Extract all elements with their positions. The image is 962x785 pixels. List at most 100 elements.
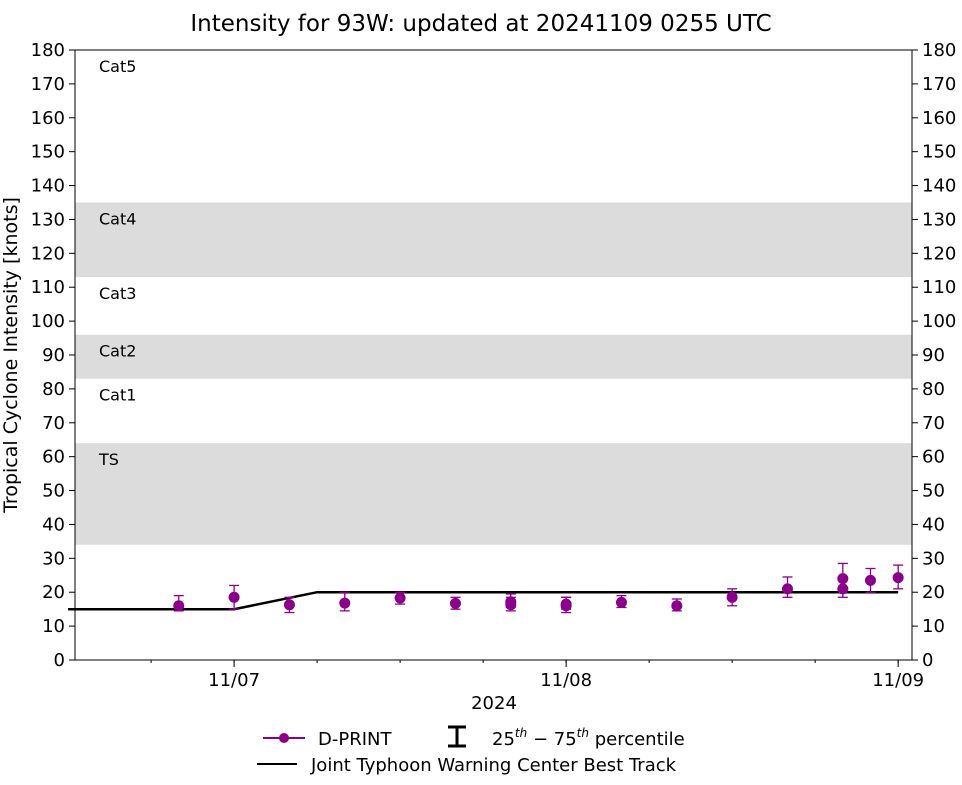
- y-tick-label-left: 20: [42, 582, 65, 603]
- dprint-marker: [228, 591, 240, 603]
- jtwc-best-track: [68, 590, 899, 611]
- dprint-point: [173, 594, 185, 612]
- y-tick-label-left: 90: [42, 345, 65, 366]
- y-axis-label: Tropical Cyclone Intensity [knots]: [0, 197, 22, 514]
- dprint-point: [449, 596, 461, 610]
- dprint-point: [228, 584, 240, 610]
- dprint-point: [892, 564, 904, 590]
- band-ts: [75, 443, 912, 545]
- dprint-marker: [283, 599, 295, 611]
- y-tick-label-left: 170: [31, 74, 65, 95]
- y-tick-label-left: 70: [42, 413, 65, 434]
- y-tick-label-right: 80: [922, 379, 945, 400]
- legend-percentile-label: 25th − 75th percentile: [492, 726, 685, 750]
- y-tick-label-left: 130: [31, 209, 65, 230]
- dprint-marker: [505, 599, 517, 611]
- band-label-cat1: Cat1: [99, 386, 136, 405]
- plot-area: TS Cat1 Cat2 Cat3 Cat4 Cat5: [68, 49, 913, 661]
- band-cat2: [75, 334, 912, 379]
- y-tick-label-right: 150: [922, 142, 956, 163]
- y-tick-label-right: 90: [922, 345, 945, 366]
- y-tick-label-left: 60: [42, 447, 65, 468]
- x-tick-label: 11/07: [208, 670, 260, 691]
- y-tick-label-right: 110: [922, 277, 956, 298]
- dprint-marker: [560, 598, 572, 610]
- y-tick-label-left: 180: [31, 40, 65, 61]
- dprint-point: [864, 567, 876, 593]
- x-tick-label: 11/08: [540, 670, 592, 691]
- y-tick-label-right: 130: [922, 209, 956, 230]
- x-axis: 11/07 11/08 11/09: [150, 660, 924, 691]
- legend: D-PRINT 25th − 75th percentile Joint Typ…: [257, 725, 685, 776]
- y-tick-label-right: 170: [922, 74, 956, 95]
- y-tick-label-left: 80: [42, 379, 65, 400]
- dprint-point: [615, 594, 627, 609]
- legend-errorbar-icon: [448, 725, 466, 748]
- y-tick-label-right: 50: [922, 481, 945, 502]
- dprint-marker: [449, 597, 461, 609]
- band-label-cat5: Cat5: [99, 57, 136, 76]
- y-tick-label-left: 40: [42, 514, 65, 535]
- chart-title: Intensity for 93W: updated at 20241109 0…: [190, 11, 771, 37]
- y-tick-label-right: 10: [922, 616, 945, 637]
- y-tick-label-right: 160: [922, 108, 956, 129]
- dprint-point: [671, 598, 683, 612]
- y-tick-label-right: 120: [922, 243, 956, 264]
- dprint-marker: [837, 573, 849, 585]
- dprint-point: [339, 591, 351, 612]
- band-cat4: [75, 202, 912, 278]
- dprint-point: [560, 596, 572, 610]
- dprint-marker: [394, 592, 406, 604]
- y-tick-label-right: 0: [922, 650, 933, 671]
- category-labels: TS Cat1 Cat2 Cat3 Cat4 Cat5: [98, 57, 136, 469]
- y-tick-label-left: 110: [31, 277, 65, 298]
- dprint-marker: [671, 600, 683, 612]
- x-axis-label: 2024: [471, 693, 517, 714]
- dprint-point: [781, 576, 793, 598]
- legend-dprint-marker: [279, 733, 289, 743]
- dprint-series: [173, 562, 904, 614]
- dprint-marker: [726, 591, 738, 603]
- y-tick-label-right: 70: [922, 413, 945, 434]
- y-tick-label-right: 30: [922, 548, 945, 569]
- band-label-ts: TS: [98, 450, 119, 469]
- dprint-point: [837, 562, 849, 590]
- dprint-marker: [892, 572, 904, 584]
- x-tick-label: 11/09: [872, 670, 924, 691]
- jtwc-line: [68, 590, 899, 611]
- y-tick-label-left: 120: [31, 243, 65, 264]
- band-cat3: [75, 277, 912, 335]
- band-cat1: [75, 378, 912, 444]
- y-axis-left: 0 10 20 30 40 50 60 70 80 90 100 110 120 130 140 150 160…: [31, 40, 75, 671]
- band-label-cat4: Cat4: [99, 210, 136, 229]
- dprint-marker: [173, 600, 185, 612]
- band-label-cat2: Cat2: [99, 342, 136, 361]
- y-tick-label-left: 160: [31, 108, 65, 129]
- band-cat5: [75, 50, 912, 203]
- legend-jtwc-label: Joint Typhoon Warning Center Best Track: [310, 755, 677, 776]
- band-label-cat3: Cat3: [99, 284, 136, 303]
- y-tick-label-right: 140: [922, 176, 956, 197]
- y-tick-label-right: 60: [922, 447, 945, 468]
- dprint-marker: [864, 574, 876, 586]
- legend-dprint-label: D-PRINT: [318, 729, 392, 750]
- dprint-marker: [339, 597, 351, 609]
- y-tick-label-right: 180: [922, 40, 956, 61]
- y-tick-label-right: 40: [922, 514, 945, 535]
- y-tick-label-left: 150: [31, 142, 65, 163]
- y-axis-right: 0 10 20 30 40 50 60 70 80 90 100 110 120 130 140 150 160…: [912, 40, 956, 671]
- y-tick-label-left: 0: [54, 650, 65, 671]
- y-tick-label-right: 20: [922, 582, 945, 603]
- dprint-point: [726, 588, 738, 607]
- category-bands: [75, 50, 912, 545]
- y-tick-label-left: 50: [42, 481, 65, 502]
- dprint-point: [505, 596, 517, 612]
- y-tick-label-left: 30: [42, 548, 65, 569]
- dprint-point: [283, 596, 295, 614]
- y-tick-label-right: 100: [922, 311, 956, 332]
- dprint-marker: [615, 596, 627, 608]
- y-tick-label-left: 140: [31, 176, 65, 197]
- dprint-point: [394, 591, 406, 605]
- y-tick-label-left: 100: [31, 311, 65, 332]
